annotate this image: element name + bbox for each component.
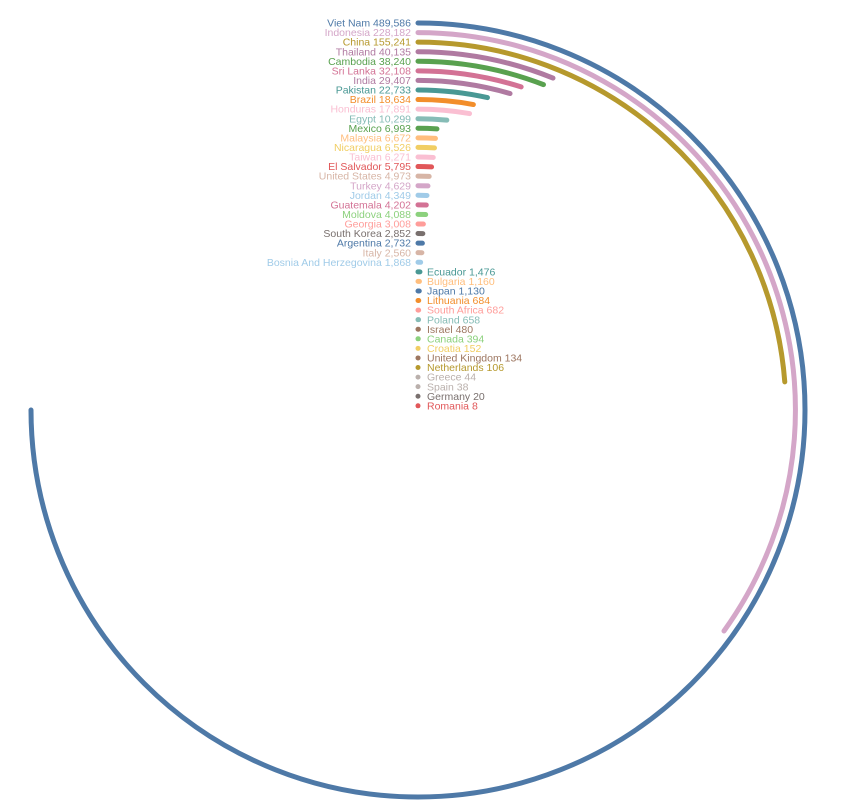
bar-label: Netherlands 106 [427, 362, 504, 374]
bar-label: Taiwan 6,271 [349, 152, 411, 164]
arc-bar-pakistan [415, 87, 490, 101]
bar-label: Romania 8 [427, 400, 478, 412]
arc-bar-thailand [415, 49, 556, 81]
bar-label: Indonesia 228,182 [325, 27, 412, 39]
bar-label: Italy 2,560 [363, 247, 412, 259]
bar-label: Turkey 4,629 [350, 180, 411, 192]
bar-label: Pakistan 22,733 [336, 85, 411, 97]
bar-label: Japan 1,130 [427, 286, 485, 298]
bar-label: Honduras 17,891 [330, 104, 411, 116]
bar-label: Greece 44 [427, 372, 476, 384]
arc-bar-china [415, 39, 788, 385]
bar-label: Croatia 152 [427, 343, 481, 355]
bar-label: Ecuador 1,476 [427, 266, 495, 278]
arc-bar-indonesia [415, 30, 798, 634]
bar-label: Spain 38 [427, 381, 469, 393]
bar-label: Guatemala 4,202 [330, 199, 411, 211]
bar-label: South Africa 682 [427, 305, 504, 317]
arc-bar-egypt [415, 116, 450, 123]
bar-label: Cambodia 38,240 [328, 56, 411, 68]
bar-label: United Kingdom 134 [427, 353, 522, 365]
arc-bar-cambodia [415, 58, 546, 88]
bar-label: Germany 20 [427, 391, 485, 403]
bar-label: Viet Nam 489,586 [327, 18, 411, 30]
bar-label: Argentina 2,732 [337, 238, 411, 250]
bar-label: Lithuania 684 [427, 295, 490, 307]
bar-label: Georgia 3,008 [344, 219, 411, 231]
bar-label: Malaysia 6,672 [340, 132, 411, 144]
bar-label: Poland 658 [427, 314, 480, 326]
bar-label: United States 4,973 [319, 171, 411, 183]
bar-label: Brazil 18,634 [350, 94, 411, 106]
arc-bar-honduras [415, 106, 473, 117]
bar-label: Jordan 4,349 [350, 190, 411, 202]
bar-label: Canada 394 [427, 333, 484, 345]
bar-label: South Korea 2,852 [323, 228, 411, 240]
arc-bar-india [415, 77, 513, 97]
bar-label: Bosnia And Herzegovina 1,868 [267, 257, 411, 269]
bar-label: India 29,407 [353, 75, 411, 87]
arc-bar-brazil [415, 97, 476, 108]
bar-label: Bulgaria 1,160 [427, 276, 495, 288]
arc-bar-nicaragua [415, 144, 437, 151]
bar-label: Sri Lanka 32,108 [332, 65, 412, 77]
arc-bar-viet-nam [28, 20, 808, 800]
bar-label: El Salvador 5,795 [328, 161, 411, 173]
bar-label: Egypt 10,299 [349, 113, 411, 125]
arc-bar-malaysia [415, 135, 438, 141]
bar-label: Moldova 4,088 [342, 209, 411, 221]
bar-label: Thailand 40,135 [336, 46, 411, 58]
bar-label: Israel 480 [427, 324, 473, 336]
arc-bar-sri-lanka [415, 68, 524, 90]
bar-label: Mexico 6,993 [349, 123, 412, 135]
arc-bar-mexico [415, 125, 440, 132]
bar-label: China 155,241 [343, 37, 411, 49]
bar-label: Nicaragua 6,526 [334, 142, 411, 154]
